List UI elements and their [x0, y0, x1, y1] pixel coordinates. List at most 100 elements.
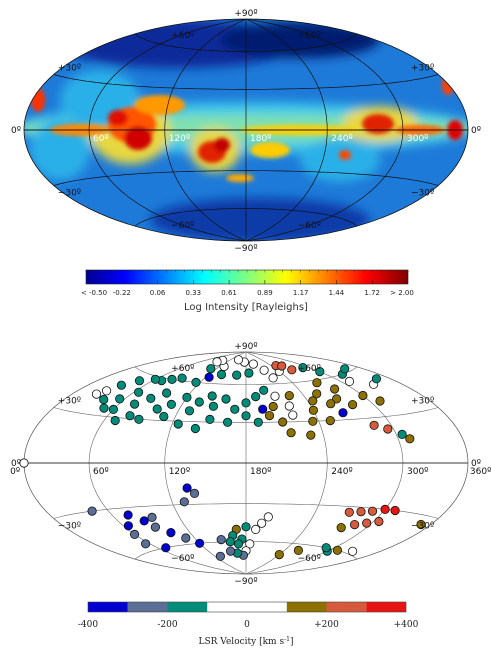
- velocity-point: [397, 429, 407, 439]
- velocity-colorbar: -400 -200 0 +200 +400 LSR Velocity [km s-1]: [78, 601, 419, 647]
- velocity-point: [179, 497, 189, 507]
- velocity-point: [253, 417, 263, 427]
- velocity-point: [208, 401, 218, 411]
- velocity-point: [251, 524, 261, 535]
- velocity-point: [150, 374, 160, 384]
- longitude-label: 240º: [331, 467, 352, 477]
- velocity-point: [207, 391, 217, 401]
- velocity-point: [205, 414, 215, 424]
- velocity-point: [134, 414, 144, 424]
- velocity-point: [182, 392, 192, 402]
- velocity-point: [245, 539, 255, 549]
- intensity-colorbar: < -0.50 -0.22 0.06 0.33 0.61 0.89 1.17 1.44 1.72…: [81, 269, 414, 313]
- velocity-point: [284, 390, 294, 401]
- velocity-point: [340, 364, 350, 374]
- velocity-point: [362, 518, 372, 528]
- velocity-point: [347, 546, 358, 556]
- latitude-label: −30º: [58, 522, 81, 532]
- velocity-point: [306, 430, 316, 440]
- colorbar-bin: [286, 602, 327, 612]
- latitude-label: 0º: [471, 459, 481, 469]
- latitude-label: −60º: [171, 554, 194, 564]
- velocity-point: [130, 529, 140, 540]
- colorbar-tick-label: 0.06: [150, 289, 166, 297]
- latitude-label: +60º: [171, 31, 194, 41]
- latitude-label: +60º: [171, 364, 194, 374]
- latitude-label: −90º: [234, 244, 257, 254]
- colorbar-tick-label: 1.44: [329, 289, 345, 297]
- colorbar-tick-label: +400: [394, 620, 419, 630]
- velocity-point: [181, 533, 191, 543]
- colorbar-tick-label: 0: [244, 620, 250, 630]
- latitude-label: +30º: [411, 397, 434, 407]
- velocity-point: [268, 373, 278, 383]
- velocity-point: [123, 521, 133, 531]
- latitude-label: −60º: [171, 221, 194, 231]
- longitude-label: 240º: [331, 134, 352, 144]
- velocity-point: [325, 415, 335, 426]
- longitude-label: 180º: [250, 134, 271, 144]
- velocity-point: [206, 364, 216, 374]
- latitude-label: −60º: [298, 554, 321, 564]
- velocity-point: [115, 394, 125, 404]
- velocity-point: [141, 539, 151, 549]
- velocity-point: [308, 405, 318, 415]
- velocity-point: [116, 380, 127, 390]
- velocity-point: [152, 404, 162, 414]
- velocity-point: [19, 458, 29, 468]
- velocity-point: [367, 506, 378, 516]
- velocity-point: [87, 506, 97, 516]
- velocity-point: [383, 424, 393, 434]
- velocity-point: [159, 411, 169, 422]
- velocity-colorbar-title: LSR Velocity [km s-1]: [199, 636, 294, 647]
- velocity-point: [182, 483, 192, 493]
- latitude-label: −90º: [234, 577, 257, 587]
- velocity-point: [288, 410, 298, 420]
- velocity-point: [274, 549, 284, 560]
- velocity-point: [375, 396, 385, 406]
- velocity-point: [374, 516, 384, 527]
- longitude-label: 60º: [93, 467, 109, 477]
- velocity-point: [284, 401, 294, 411]
- velocity-point: [278, 417, 288, 427]
- latitude-label: +30º: [58, 64, 81, 74]
- velocity-point: [259, 365, 269, 375]
- velocity-point: [233, 539, 244, 549]
- longitude-label: 180º: [250, 467, 271, 477]
- colorbar-bin: [207, 602, 248, 612]
- velocity-point: [405, 434, 415, 444]
- colorbar-bin: [366, 602, 407, 612]
- velocity-point: [161, 543, 171, 553]
- longitude-label: 0º: [10, 467, 20, 477]
- velocity-point: [230, 404, 240, 414]
- velocity-point: [258, 404, 268, 414]
- velocity-point: [358, 390, 368, 401]
- latitude-label: +90º: [234, 9, 257, 19]
- velocity-point: [125, 411, 135, 421]
- colorbar-tick-label: -400: [78, 620, 98, 630]
- longitude-label: 60º: [93, 134, 109, 144]
- colorbar-bin: [127, 602, 168, 612]
- colorbar-bin: [88, 602, 128, 612]
- latitude-label: +60º: [298, 364, 321, 374]
- velocity-point: [134, 376, 145, 386]
- velocity-point: [223, 417, 233, 427]
- velocity-point: [139, 516, 149, 526]
- velocity-point: [244, 368, 254, 378]
- velocity-point: [241, 411, 251, 421]
- velocity-point: [134, 387, 144, 397]
- velocity-point: [264, 410, 275, 421]
- latitude-label: +90º: [234, 342, 257, 352]
- velocity-point: [270, 391, 280, 401]
- velocity-point: [369, 420, 379, 430]
- latitude-label: −30º: [411, 189, 434, 199]
- latitude-label: −30º: [411, 522, 434, 532]
- colorbar-bin: [326, 602, 367, 612]
- velocity-point: [212, 357, 222, 367]
- velocity-point: [259, 385, 269, 395]
- velocity-point: [123, 510, 133, 520]
- longitude-label: 360º: [470, 467, 491, 477]
- velocity-point: [390, 505, 400, 516]
